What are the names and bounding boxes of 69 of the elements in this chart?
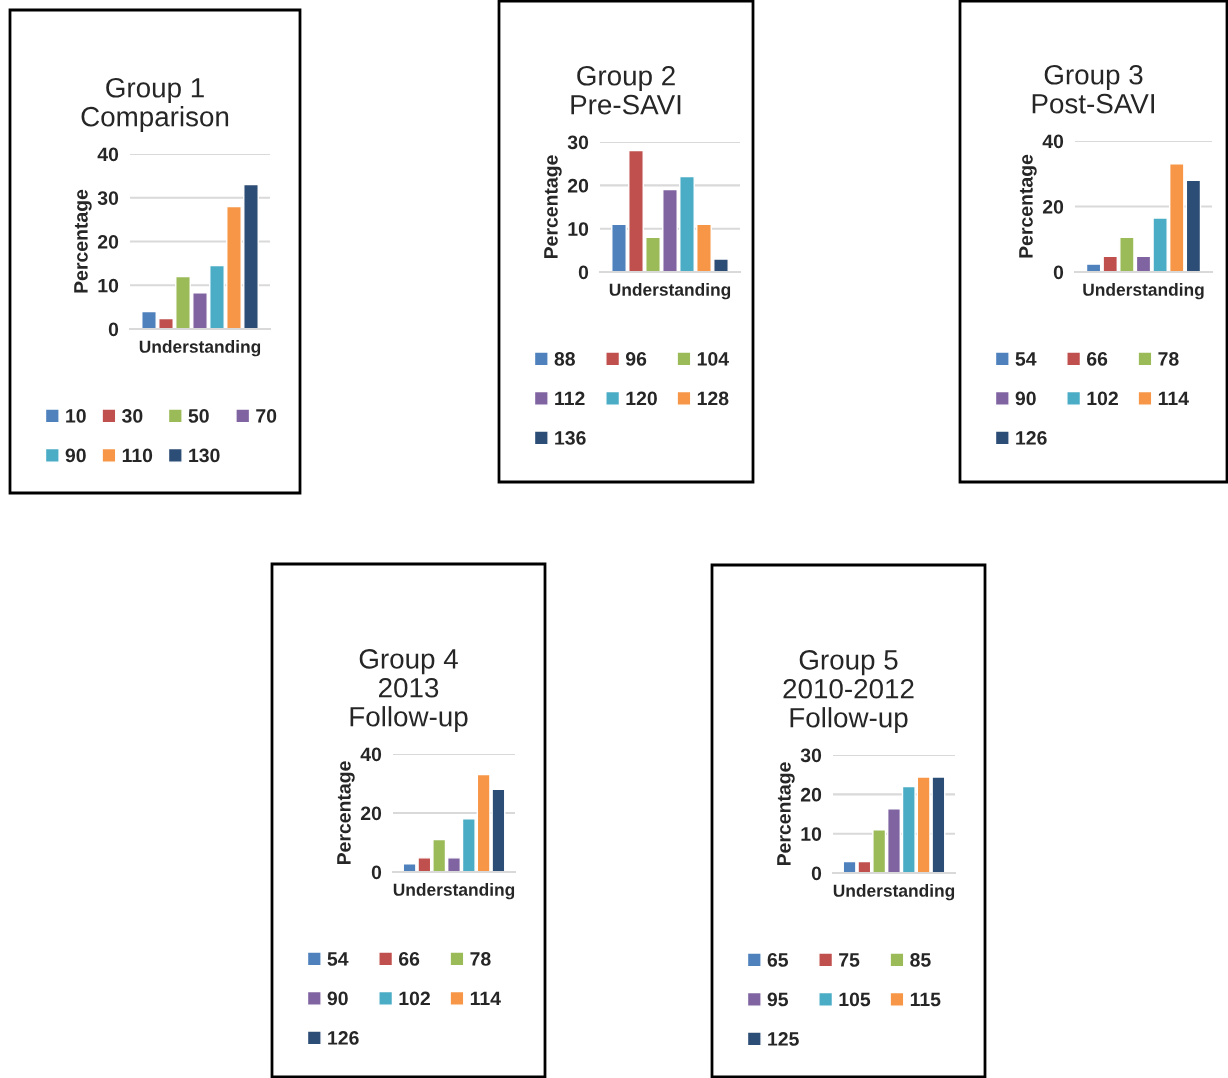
legend-label: 90 — [65, 448, 86, 463]
legend-label: 126 — [1016, 431, 1047, 445]
legend-label: 78 — [1158, 352, 1179, 366]
x-tick-label: Understanding — [1083, 283, 1204, 300]
legend-label: 120 — [626, 391, 657, 406]
legend-label: 50 — [188, 409, 209, 423]
y-axis-title: Percentage — [337, 761, 355, 865]
legend-label: 102 — [1087, 391, 1118, 406]
y-tick-label: 10 — [801, 827, 822, 841]
y-axis-title: Percentage — [544, 155, 562, 259]
legend-label: 114 — [470, 991, 501, 1006]
y-tick-label: 0 — [578, 265, 589, 280]
legend-label: 54 — [1015, 352, 1037, 366]
y-tick-label: 20 — [567, 178, 589, 193]
legend-label: 85 — [910, 953, 931, 967]
legend-label: 90 — [1015, 391, 1036, 406]
legend-label: 112 — [555, 391, 585, 406]
y-tick-label: 20 — [800, 787, 822, 802]
y-tick-label: 0 — [811, 866, 822, 881]
chart-title: Group 4 2013 Follow-up — [350, 649, 468, 732]
y-tick-label: 20 — [1042, 199, 1064, 214]
y-tick-label: 30 — [567, 135, 589, 150]
y-tick-label: 30 — [97, 191, 119, 206]
legend-label: 95 — [767, 992, 789, 1007]
legend-label: 90 — [327, 991, 348, 1006]
y-tick-label: 0 — [108, 322, 119, 337]
y-tick-label: 0 — [1053, 265, 1064, 280]
legend-label: 75 — [839, 953, 860, 967]
x-tick-label: Understanding — [393, 883, 515, 900]
legend-label: 110 — [122, 448, 153, 463]
y-tick-label: 0 — [371, 865, 382, 880]
legend-label: 70 — [256, 409, 277, 423]
y-tick-label: 10 — [568, 222, 589, 236]
y-tick-label: 30 — [800, 748, 822, 763]
legend-label: 115 — [910, 992, 941, 1007]
y-axis-title: Percentage — [777, 762, 795, 866]
legend-label: 96 — [625, 352, 647, 366]
legend-label: 128 — [697, 391, 729, 406]
x-tick-label: Understanding — [139, 340, 261, 357]
y-axis-title: Percentage — [74, 189, 92, 293]
legend-label: 136 — [555, 431, 586, 445]
legend-label: 125 — [768, 1032, 799, 1046]
legend-label: 104 — [697, 352, 729, 366]
legend-label: 10 — [66, 409, 86, 423]
y-tick-label: 20 — [97, 234, 119, 249]
x-tick-label: Understanding — [609, 283, 731, 300]
legend-label: 30 — [122, 409, 143, 423]
chart-title: Group 1 Comparison — [81, 77, 229, 132]
y-tick-label: 40 — [360, 747, 382, 762]
chart-title: Group 3 Post-SAVI — [1032, 64, 1154, 114]
legend-label: 65 — [767, 953, 789, 967]
legend-label: 114 — [1158, 391, 1189, 406]
y-tick-label: 40 — [97, 147, 119, 162]
legend-label: 66 — [398, 952, 420, 966]
y-tick-label: 20 — [360, 806, 382, 821]
legend-label: 130 — [189, 448, 220, 463]
y-tick-label: 10 — [98, 278, 119, 293]
legend-label: 102 — [399, 991, 430, 1006]
legend-label: 88 — [554, 352, 575, 366]
y-axis-title: Percentage — [1019, 154, 1037, 258]
y-tick-label: 40 — [1042, 134, 1064, 149]
legend-label: 54 — [327, 952, 349, 966]
legend-label: 66 — [1086, 352, 1108, 366]
x-tick-label: Understanding — [833, 884, 955, 901]
legend-label: 105 — [839, 992, 871, 1007]
chart-title: Group 5 2010-2012 Follow-up — [783, 650, 914, 733]
chart-title: Group 2 Pre-SAVI — [571, 65, 681, 115]
legend-label: 126 — [328, 1031, 359, 1045]
legend-label: 78 — [470, 952, 491, 966]
